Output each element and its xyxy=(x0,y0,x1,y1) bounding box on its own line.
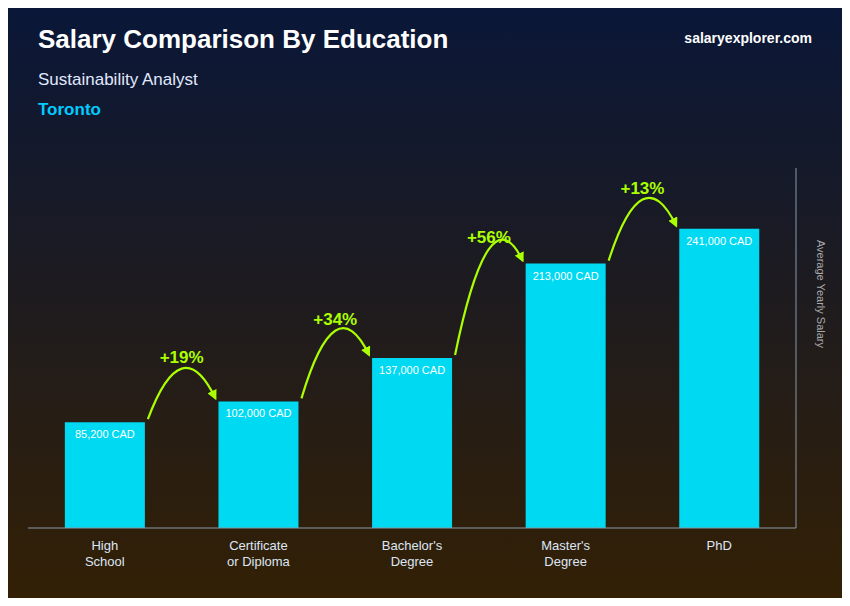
svg-text:Certificateor Diploma: Certificateor Diploma xyxy=(227,538,291,569)
svg-text:PhD: PhD xyxy=(707,538,732,553)
svg-text:Bachelor'sDegree: Bachelor'sDegree xyxy=(382,538,443,569)
svg-text:+19%: +19% xyxy=(160,348,204,367)
html-text:Salary Comparison By Education: Salary Comparison By Education xyxy=(38,24,449,54)
html-text:salaryexplorer.com: salaryexplorer.com xyxy=(684,30,812,46)
svg-text:HighSchool: HighSchool xyxy=(85,538,125,569)
svg-text:+34%: +34% xyxy=(313,310,357,329)
svg-text:241,000 CAD: 241,000 CAD xyxy=(686,235,752,247)
svg-text:85,200 CAD: 85,200 CAD xyxy=(75,428,135,440)
svg-text:213,000 CAD: 213,000 CAD xyxy=(533,270,599,282)
svg-text:Average Yearly Salary: Average Yearly Salary xyxy=(815,240,827,349)
svg-text:+56%: +56% xyxy=(467,228,511,247)
svg-text:+13%: +13% xyxy=(620,179,664,198)
svg-text:137,000 CAD: 137,000 CAD xyxy=(379,364,445,376)
svg-text:102,000 CAD: 102,000 CAD xyxy=(225,407,291,419)
html-text:Sustainability Analyst: Sustainability Analyst xyxy=(38,70,198,89)
svg-text:Master'sDegree: Master'sDegree xyxy=(541,538,590,569)
html-text:Toronto: Toronto xyxy=(38,100,101,119)
